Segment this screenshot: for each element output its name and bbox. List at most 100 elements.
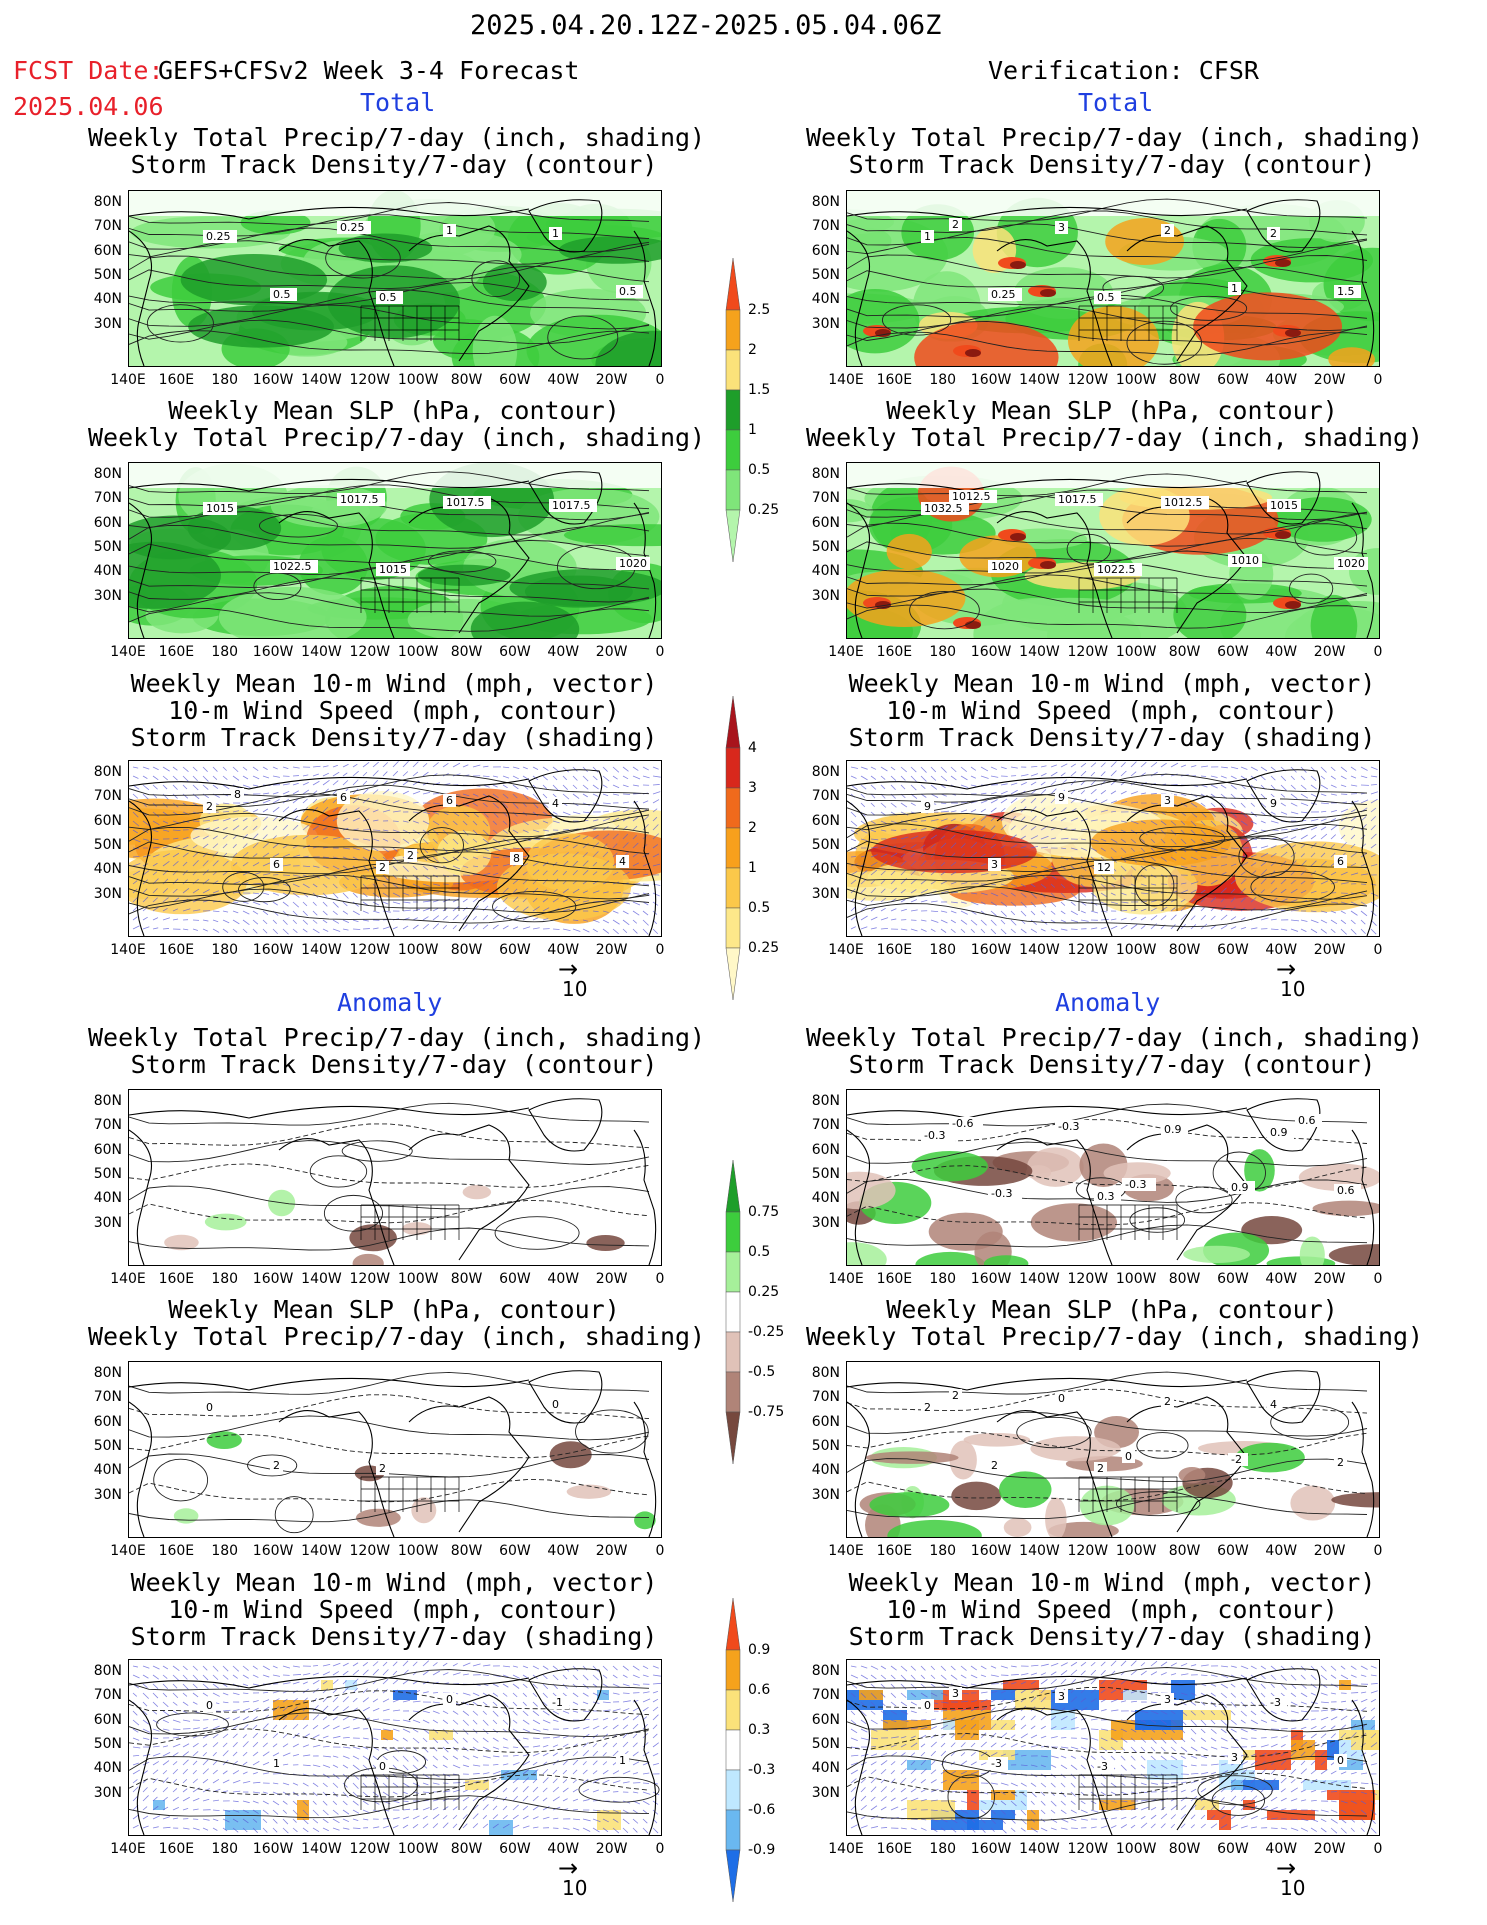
wind-vector	[652, 1691, 659, 1694]
wind-vector	[1280, 836, 1289, 840]
wind-vector	[312, 1672, 319, 1676]
wind-vector	[1240, 829, 1247, 833]
contour-label-bg	[443, 794, 456, 807]
wind-vector	[900, 1768, 907, 1775]
lat-tick-label: 30N	[93, 1486, 122, 1503]
wind-vector	[1110, 770, 1117, 777]
wind-vector	[642, 1723, 648, 1730]
wind-vector	[1130, 838, 1136, 844]
wind-vector	[1090, 1746, 1097, 1751]
wind-vector	[132, 829, 138, 834]
wind-vector	[552, 869, 558, 876]
wind-vector	[1020, 1782, 1027, 1787]
wind-vector	[482, 1701, 488, 1706]
shading-layer	[847, 463, 1379, 638]
wind-vector	[412, 761, 419, 768]
wind-vector	[1050, 780, 1057, 786]
wind-vector	[1370, 1752, 1377, 1757]
lat-tick-label: 50N	[93, 266, 122, 283]
wind-vector	[1220, 820, 1228, 827]
wind-vector	[1290, 836, 1297, 840]
wind-vector	[1190, 829, 1196, 835]
wind-vector	[910, 1701, 917, 1706]
wind-vector	[402, 1699, 411, 1703]
shade-cell	[429, 1730, 453, 1740]
wind-vector	[232, 1733, 238, 1739]
wind-vector	[850, 1746, 859, 1749]
wind-vector	[432, 793, 439, 795]
shade-cell	[465, 1780, 489, 1790]
wind-vector	[242, 843, 248, 849]
wind-vector	[1220, 914, 1228, 921]
wind-vector	[492, 881, 498, 885]
wind-vector	[562, 870, 567, 876]
wind-vector	[1170, 1719, 1177, 1726]
wind-vector	[542, 918, 549, 921]
wind-vector	[1060, 1670, 1068, 1676]
wind-vector	[1290, 1750, 1297, 1757]
wind-vector	[1350, 1742, 1357, 1748]
wind-vector	[332, 764, 338, 768]
shade-heavy-core	[1275, 531, 1291, 539]
wind-vector	[632, 928, 638, 934]
wind-vector	[1190, 1764, 1197, 1767]
coastline-greenland	[1246, 199, 1321, 253]
wind-vector	[1320, 810, 1327, 813]
shading-layer	[847, 1143, 1379, 1265]
wind-vector	[910, 1710, 917, 1714]
wind-vector	[162, 860, 170, 867]
wind-vector	[1350, 1674, 1357, 1678]
shade-blob	[1338, 799, 1379, 854]
lon-tick-label: 80W	[450, 644, 483, 660]
wind-vector	[1040, 1706, 1046, 1712]
wind-vector	[432, 856, 439, 863]
wind-vector	[262, 1699, 270, 1703]
wind-vector	[562, 860, 569, 867]
wind-vector	[372, 927, 379, 930]
wind-vector	[272, 1773, 281, 1775]
shade-blob	[1250, 238, 1374, 283]
wind-vector	[1230, 802, 1236, 808]
wind-vector	[1250, 1745, 1257, 1748]
wind-vector	[1070, 883, 1076, 889]
wind-vector	[1280, 843, 1289, 849]
wind-vector	[1150, 1710, 1159, 1715]
wind-vector	[532, 1786, 539, 1793]
wind-vector	[1180, 838, 1187, 845]
wind-vector	[152, 1805, 159, 1811]
wind-vector	[1010, 919, 1017, 926]
wind-vector	[542, 1728, 549, 1731]
wind-vector	[1040, 901, 1047, 908]
wind-vector	[950, 1725, 956, 1730]
map-panel-verification-anomaly-precip-storm: -0.3 0.3 0.9 -0.3 0.9 0.6 -0.3 0.9 -0.6 -0.3 0.6	[846, 1089, 1380, 1266]
wind-vector	[1100, 1746, 1107, 1752]
wind-vector	[1230, 916, 1237, 921]
wind-vector	[542, 1752, 549, 1757]
wind-vector	[1040, 865, 1049, 870]
lon-tick-label: 140E	[828, 372, 864, 388]
wind-vector	[602, 793, 609, 797]
contour-label: -0.3	[1125, 1178, 1146, 1191]
contour-label: 1017.5	[340, 493, 379, 506]
state-borders	[360, 305, 460, 341]
lat-tick-label: 70N	[93, 1389, 122, 1406]
wind-vector	[1040, 1735, 1047, 1739]
wind-vector	[572, 1818, 581, 1821]
wind-vector	[1230, 847, 1239, 850]
wind-vector	[262, 1674, 270, 1678]
wind-vector	[452, 1710, 459, 1715]
wind-vector	[1120, 909, 1128, 912]
wind-vector	[412, 1823, 419, 1829]
wind-vector	[362, 780, 368, 786]
wind-vector	[850, 775, 857, 779]
wind-vector	[292, 874, 301, 877]
coastline-europe	[1351, 1129, 1375, 1265]
wind-vector	[572, 775, 578, 781]
wind-vector	[612, 1750, 619, 1757]
wind-vector	[980, 1725, 985, 1730]
wind-vector	[860, 802, 866, 808]
wind-vector	[482, 802, 488, 807]
contour-label-bg	[616, 285, 643, 298]
wind-vector	[1020, 774, 1029, 777]
lat-tick-label: 60N	[811, 242, 840, 259]
